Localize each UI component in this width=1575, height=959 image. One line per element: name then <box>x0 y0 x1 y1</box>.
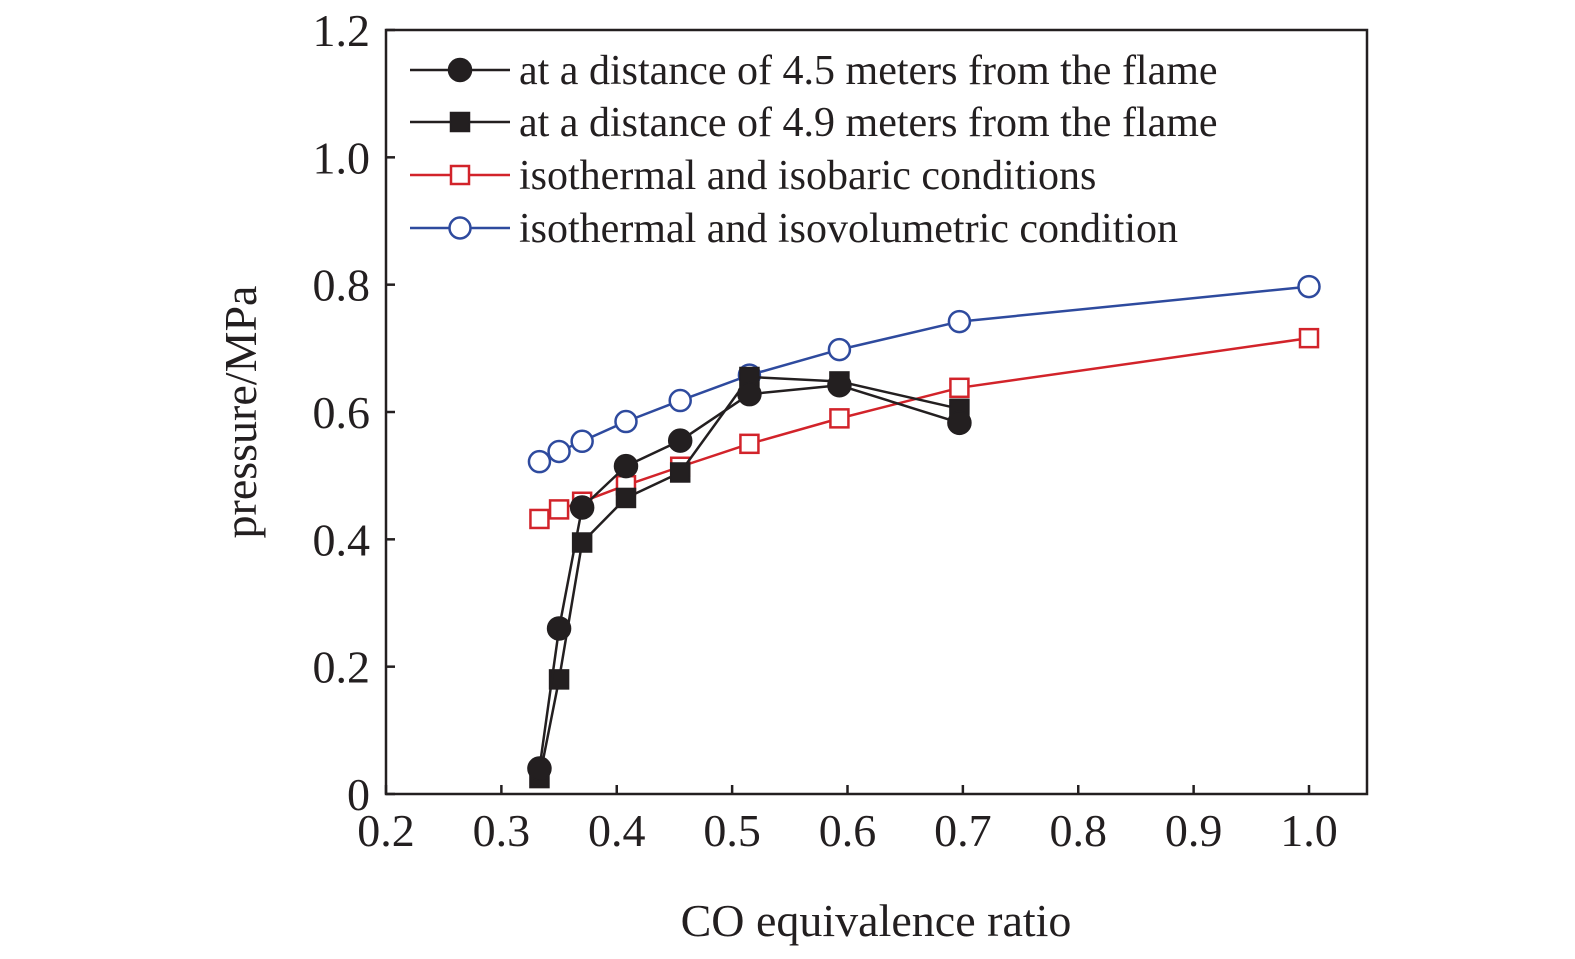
legend-marker <box>448 216 472 240</box>
legend-marker <box>447 57 473 83</box>
series-line <box>538 285 1310 463</box>
legend-label: isothermal and isovolumetric condition <box>519 206 1178 252</box>
data-point <box>613 453 639 479</box>
y-axis-title: pressure/MPa <box>215 286 266 539</box>
y-tick-label: 1.2 <box>313 5 371 56</box>
legend-marker <box>449 111 471 133</box>
legend-label: at a distance of 4.9 meters from the fla… <box>519 100 1218 146</box>
series-4 <box>527 274 1321 474</box>
data-point <box>669 462 691 483</box>
y-tick-label: 0.2 <box>313 642 371 693</box>
series-line <box>538 375 960 779</box>
data-point <box>547 439 571 464</box>
x-tick-label: 0.5 <box>703 805 761 856</box>
data-point <box>548 499 570 520</box>
legend-item: at a distance of 4.9 meters from the fla… <box>410 100 1218 146</box>
y-tick-label: 0 <box>347 769 370 820</box>
data-point <box>614 409 638 434</box>
data-point <box>668 388 692 413</box>
series-1 <box>527 373 972 781</box>
data-point <box>527 756 552 781</box>
data-point <box>667 428 693 453</box>
data-point <box>737 381 762 407</box>
data-point <box>949 377 970 399</box>
y-tick-label: 0.4 <box>313 514 371 565</box>
x-tick-label: 0.2 <box>357 805 415 856</box>
data-point <box>527 449 552 474</box>
x-tick-label: 0.8 <box>1050 805 1108 856</box>
series-layer <box>527 274 1321 789</box>
legend-label: isothermal and isobaric conditions <box>519 153 1096 199</box>
x-tick-label: 0.9 <box>1165 805 1223 856</box>
data-point <box>947 410 972 436</box>
y-tick-label: 1.0 <box>313 132 371 183</box>
x-axis-title: CO equivalence ratio <box>681 895 1072 946</box>
data-point <box>829 408 850 429</box>
x-axis-ticks: 0.2 0.3 0.4 0.5 0.6 0.7 0.8 0.9 1.0 <box>357 785 1338 856</box>
data-point <box>548 669 570 690</box>
data-point <box>569 495 595 520</box>
data-point <box>1297 274 1321 299</box>
series-line <box>538 384 960 769</box>
y-tick-label: 0.8 <box>313 260 371 311</box>
y-axis-ticks: 0 0.2 0.4 0.6 0.8 1.0 1.2 <box>313 5 395 820</box>
data-point <box>529 508 550 530</box>
legend: at a distance of 4.5 meters from the fla… <box>410 48 1218 252</box>
x-tick-label: 0.4 <box>588 805 646 856</box>
x-tick-label: 0.6 <box>819 805 877 856</box>
data-point <box>827 337 852 362</box>
legend-item: isothermal and isovolumetric condition <box>410 206 1178 252</box>
series-3 <box>529 327 1320 530</box>
data-point <box>739 433 760 455</box>
series-line <box>538 336 1310 521</box>
x-tick-label: 0.3 <box>473 805 531 856</box>
legend-item: at a distance of 4.5 meters from the fla… <box>410 48 1218 94</box>
legend-marker <box>449 164 471 186</box>
data-point <box>827 373 852 398</box>
legend-label: at a distance of 4.5 meters from the fla… <box>519 48 1218 94</box>
data-point <box>546 616 572 641</box>
data-point <box>570 429 594 454</box>
data-point <box>947 309 972 334</box>
data-point <box>1298 327 1320 349</box>
data-point <box>615 487 637 509</box>
series-2 <box>529 366 970 789</box>
x-tick-label: 1.0 <box>1280 805 1338 856</box>
y-tick-label: 0.6 <box>313 387 371 438</box>
x-tick-label: 0.7 <box>934 805 992 856</box>
legend-item: isothermal and isobaric conditions <box>410 153 1096 199</box>
